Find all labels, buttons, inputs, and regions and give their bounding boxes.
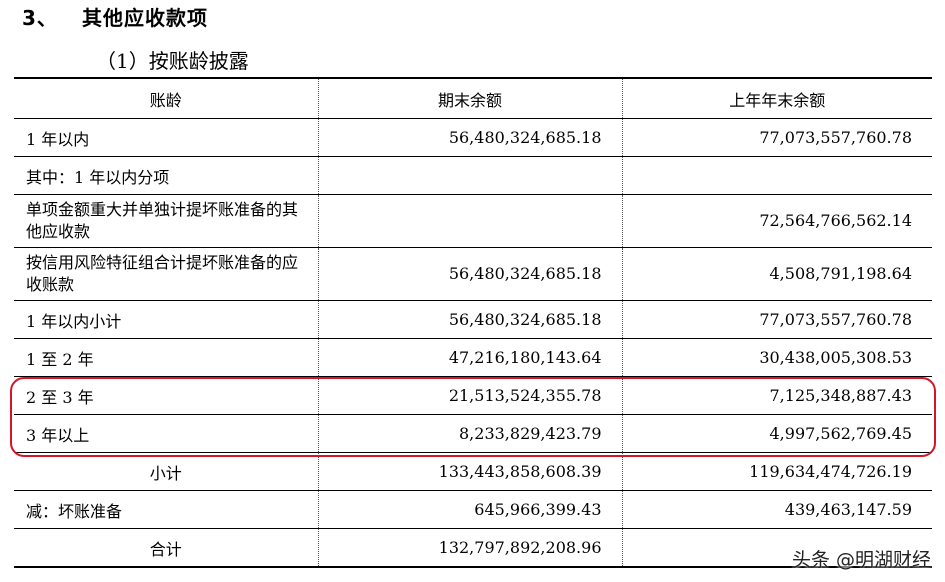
section-title: 其他应收款项 bbox=[82, 6, 208, 30]
row-label: 单项金额重大并单独计提坏账准备的其他应收款 bbox=[14, 194, 319, 248]
row-label: 减：坏账准备 bbox=[14, 490, 319, 529]
period-end-value: 56,480,324,685.18 bbox=[317, 300, 623, 339]
prior-year-value: 4,508,791,198.64 bbox=[621, 247, 932, 301]
period-end-value: 47,216,180,143.64 bbox=[317, 338, 623, 377]
row-label: 1 至 2 年 bbox=[14, 338, 319, 377]
prior-year-value: 439,463,147.59 bbox=[621, 490, 932, 529]
table-row: 按信用风险特征组合计提坏账准备的应收账款 56,480,324,685.18 4… bbox=[14, 247, 932, 301]
period-end-value: 56,480,324,685.18 bbox=[317, 247, 623, 301]
period-end-value: 133,443,858,608.39 bbox=[317, 452, 623, 491]
prior-year-value: 4,997,562,769.45 bbox=[621, 414, 932, 453]
section-number: 3、 bbox=[22, 6, 58, 30]
row-label: 按信用风险特征组合计提坏账准备的应收账款 bbox=[14, 247, 319, 301]
row-label: 合计 bbox=[14, 528, 319, 567]
row-label: 小计 bbox=[14, 452, 319, 491]
highlight-annotation-box bbox=[10, 377, 936, 457]
period-end-value: 132,797,892,208.96 bbox=[317, 528, 623, 567]
prior-year-value: 77,073,557,760.78 bbox=[621, 300, 932, 339]
watermark: 头条 @明湖财经 bbox=[791, 549, 931, 571]
table-row: 3 年以上 8,233,829,423.79 4,997,562,769.45 bbox=[14, 414, 932, 453]
prior-year-value bbox=[621, 528, 932, 567]
aging-table: 账龄 期末余额 上年年末余额 1 年以内 56,480,324,685.18 7… bbox=[14, 77, 932, 568]
row-label: 1 年以内 bbox=[14, 118, 319, 157]
row-label: 2 至 3 年 bbox=[14, 376, 319, 415]
subsection-heading: （1）按账龄披露 bbox=[96, 49, 249, 73]
table-row: 1 年以内小计 56,480,324,685.18 77,073,557,760… bbox=[14, 300, 932, 339]
period-end-value: 645,966,399.43 bbox=[317, 490, 623, 529]
header-period-end-balance: 期末余额 bbox=[317, 78, 623, 119]
section-heading: 3、 其他应收款项 bbox=[22, 2, 208, 31]
table-row: 1 年以内 56,480,324,685.18 77,073,557,760.7… bbox=[14, 118, 932, 157]
period-end-value: 8,233,829,423.79 bbox=[317, 414, 623, 453]
table-row: 1 至 2 年 47,216,180,143.64 30,438,005,308… bbox=[14, 338, 932, 377]
table-row: 单项金额重大并单独计提坏账准备的其他应收款 72,564,766,562.14 bbox=[14, 194, 932, 248]
period-end-value bbox=[317, 156, 623, 195]
table-row: 减：坏账准备 645,966,399.43 439,463,147.59 bbox=[14, 490, 932, 529]
table-row: 合计 132,797,892,208.96 bbox=[14, 528, 932, 567]
prior-year-value: 30,438,005,308.53 bbox=[621, 338, 932, 377]
prior-year-value: 119,634,474,726.19 bbox=[621, 452, 932, 491]
period-end-value bbox=[317, 194, 623, 248]
header-prior-year-end-balance: 上年年末余额 bbox=[621, 78, 932, 119]
period-end-value: 56,480,324,685.18 bbox=[317, 118, 623, 157]
header-aging: 账龄 bbox=[14, 78, 319, 119]
row-label: 1 年以内小计 bbox=[14, 300, 319, 339]
row-label: 3 年以上 bbox=[14, 414, 319, 453]
table-header-row: 账龄 期末余额 上年年末余额 bbox=[14, 78, 932, 119]
prior-year-value bbox=[621, 156, 932, 195]
row-label: 其中：1 年以内分项 bbox=[14, 156, 319, 195]
prior-year-value: 77,073,557,760.78 bbox=[621, 118, 932, 157]
table-row: 小计 133,443,858,608.39 119,634,474,726.19 bbox=[14, 452, 932, 491]
table-row: 其中：1 年以内分项 bbox=[14, 156, 932, 195]
prior-year-value: 72,564,766,562.14 bbox=[621, 194, 932, 248]
